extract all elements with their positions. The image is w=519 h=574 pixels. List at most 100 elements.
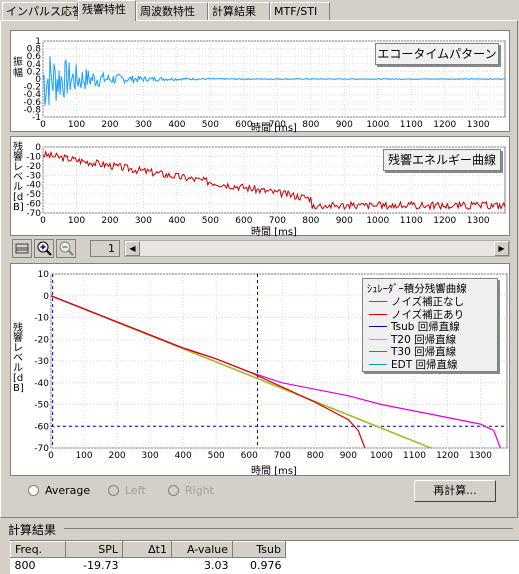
x-tick-label: 0 [40, 216, 46, 226]
x-tick-label: 700 [269, 216, 286, 226]
x-tick-label: 1100 [403, 451, 426, 461]
y-tick-label: -40 [26, 181, 41, 191]
scroll-left-icon[interactable]: ◀ [125, 241, 140, 256]
y-tick-label: -50 [34, 401, 49, 411]
x-tick-label: 900 [340, 451, 357, 461]
radio-average[interactable]: Average [28, 484, 90, 498]
y-tick-label: -60 [34, 422, 49, 432]
cell-a-value: 3.03 [204, 559, 229, 572]
schroeder-curve-panel: 10 0 -10 -20 -30 -40 -50 -60 -70 0 100 200 300 400 500… [10, 263, 510, 477]
x-tick-label: 300 [135, 216, 152, 226]
x-tick-label: 1000 [370, 451, 393, 461]
x-tick-label: 200 [101, 120, 118, 130]
results-table[interactable]: Freq. SPL Δt1 A-value Tsub 800 -19.73 3.… [10, 540, 519, 574]
legend-swatch [369, 338, 387, 340]
horizontal-scrollbar[interactable]: ◀ ▶ [124, 240, 510, 257]
y-tick-label: 0 [35, 143, 41, 153]
table-row[interactable]: 800 -19.73 3.03 0.976 [11, 558, 286, 574]
radio-right-dot [168, 485, 179, 496]
col-spl[interactable]: SPL [65, 541, 123, 558]
time-axis-label: 時間 [ms] [251, 123, 297, 134]
y-tick-label: -10 [34, 314, 49, 324]
x-tick-label: 1100 [400, 216, 423, 226]
x-tick-label: 300 [135, 120, 152, 130]
echo-time-pattern-button[interactable]: エコータイムパターン [375, 43, 499, 65]
legend-swatch [369, 313, 387, 315]
legend-label: EDT 回帰直線 [391, 358, 458, 371]
legend-label: T30 回帰直線 [391, 346, 457, 358]
tab-mtf-sti[interactable]: MTF/STI [270, 2, 330, 20]
y-tick-label: -70 [34, 444, 49, 454]
y-tick-label: -50 [26, 190, 41, 200]
x-tick-label: 1200 [433, 120, 456, 130]
x-tick-label: 800 [302, 120, 319, 130]
zoom-out-icon[interactable] [56, 239, 76, 258]
results-header-row: Freq. SPL Δt1 A-value Tsub [10, 541, 286, 558]
tab-calculation-results[interactable]: 計算結果 [208, 2, 270, 20]
y-tick-label: 1 [35, 37, 41, 47]
legend-title: ｼｭﾚｰﾀﾞｰ積分残響曲線 [367, 283, 467, 295]
tab-reverberation[interactable]: 残響特性 [78, 0, 136, 21]
amplitude-axis-label: 振幅 [13, 57, 23, 79]
radio-left-dot [108, 485, 119, 496]
recalculate-button[interactable]: 再計算... [414, 480, 496, 502]
x-tick-label: 200 [108, 451, 125, 461]
col-freq[interactable]: Freq. [10, 541, 66, 558]
col-tsub[interactable]: Tsub [232, 541, 286, 558]
page-number[interactable]: 1 [90, 240, 120, 257]
y-tick-label: -20 [34, 335, 49, 345]
x-tick-label: 1000 [366, 216, 389, 226]
col-a-value[interactable]: A-value [171, 541, 233, 558]
cell-freq: 800 [14, 559, 36, 572]
legend-item: ノイズ補正なし [363, 296, 497, 309]
tab-frequency-response[interactable]: 周波数特性 [136, 2, 208, 20]
y-tick-label: -20 [26, 162, 41, 172]
y-tick-label: -10 [26, 152, 41, 162]
x-tick-label: 400 [175, 451, 192, 461]
series-line [50, 295, 366, 449]
legend-item: EDT 回帰直線 [363, 359, 497, 372]
cell-dt1 [123, 558, 172, 574]
x-tick-label: 400 [168, 216, 185, 226]
results-divider [64, 528, 513, 529]
scroll-right-icon[interactable]: ▶ [494, 241, 509, 256]
reverb-level-axis-label: 残響レベル [dB] [13, 142, 24, 213]
x-tick-label: 500 [202, 216, 219, 226]
x-tick-label: 1300 [467, 216, 490, 226]
results-title: 計算結果 [8, 523, 57, 537]
x-tick-label: 900 [336, 120, 353, 130]
reverb-energy-curve-button[interactable]: 残響エネルギー曲線 [383, 149, 501, 171]
legend-item: Tsub 回帰直線 [363, 321, 497, 334]
cell-spl: -19.73 [83, 559, 119, 572]
y-tick-label: -40 [34, 379, 49, 389]
radio-right[interactable]: Right [168, 484, 214, 498]
legend-swatch [369, 363, 387, 365]
grid-icon[interactable] [12, 239, 32, 258]
x-tick-label: 100 [68, 120, 85, 130]
radio-average-label: Average [45, 484, 91, 497]
y-tick-label: 0 [43, 292, 49, 302]
tab-impulse-response[interactable]: インパルス応答 [2, 2, 83, 20]
radio-left[interactable]: Left [108, 484, 146, 498]
legend-swatch [369, 351, 387, 352]
x-tick-label: 900 [336, 216, 353, 226]
legend-swatch [369, 326, 387, 327]
legend-label: Tsub 回帰直線 [391, 321, 460, 333]
x-tick-label: 1300 [467, 120, 490, 130]
legend-item: ノイズ補正あり [363, 309, 497, 322]
col-dt1[interactable]: Δt1 [122, 541, 172, 558]
x-tick-label: 600 [241, 451, 258, 461]
legend-item: T30 回帰直線 [363, 346, 497, 359]
legend-label: ノイズ補正なし [391, 296, 465, 308]
x-tick-label: 300 [142, 451, 159, 461]
legend-item: T20 回帰直線 [363, 334, 497, 347]
x-tick-label: 100 [75, 451, 92, 461]
x-tick-label: 600 [235, 216, 252, 226]
y-tick-label: -0.6 [23, 98, 41, 108]
legend: ｼｭﾚｰﾀﾞｰ積分残響曲線 ノイズ補正なし ノイズ補正あり Tsub 回帰直線 T20… [362, 278, 498, 372]
x-tick-label: 1100 [400, 120, 423, 130]
y-tick-label: 10 [38, 270, 50, 280]
zoom-in-icon[interactable] [34, 239, 54, 258]
cell-tsub: 0.976 [250, 559, 282, 572]
reverb-energy-panel: 0 -10 -20 -30 -40 -50 -60 -70 0 100 200 300 400 500 60… [10, 136, 510, 238]
